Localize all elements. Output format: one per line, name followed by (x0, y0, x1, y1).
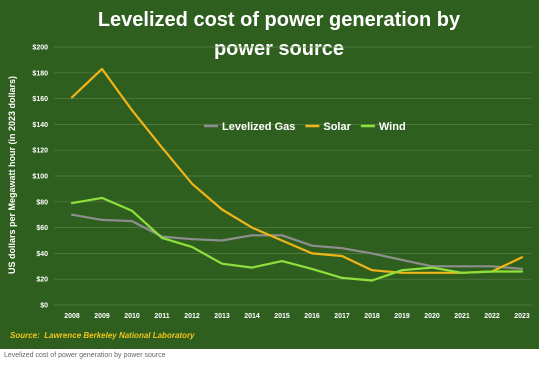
x-tick-label: 2018 (364, 313, 380, 320)
chart-title-line-2: power source (214, 38, 344, 60)
legend-item-solar: Solar (305, 121, 352, 133)
x-tick-label: 2009 (94, 313, 110, 320)
data-point-levelized-gas (131, 220, 133, 223)
series-line-levelized-gas (70, 213, 524, 270)
data-point-solar (71, 96, 73, 99)
chart-title-line-1: Levelized cost of power generation by (98, 9, 461, 31)
source-note: Source: Lawrence Berkeley National Labor… (10, 331, 195, 340)
y-axis-label: US dollars per Megawatt hour (in 2023 do… (7, 76, 17, 274)
data-point-wind (341, 277, 343, 279)
data-point-wind (161, 237, 163, 239)
legend-label: Levelized Gas (222, 121, 295, 133)
data-point-solar (101, 68, 103, 70)
data-point-solar (131, 109, 133, 112)
data-point-solar (221, 208, 223, 211)
y-tick-label: $80 (36, 199, 48, 206)
data-point-solar (401, 271, 403, 274)
data-point-levelized-gas (371, 252, 373, 255)
legend-item-wind: Wind (360, 121, 406, 133)
data-point-levelized-gas (401, 258, 403, 261)
x-tick-label: 2017 (334, 313, 350, 320)
data-point-solar (251, 226, 253, 229)
data-point-wind (431, 266, 433, 269)
chart: Levelized cost of power generation by po… (7, 9, 532, 340)
y-tick-label: $20 (36, 277, 48, 284)
data-point-levelized-gas (491, 265, 493, 268)
data-point-levelized-gas (101, 218, 103, 221)
y-tick-label: $120 (32, 148, 48, 155)
data-point-wind (371, 279, 373, 282)
data-point-solar (191, 182, 193, 185)
series-line-wind (70, 196, 524, 282)
series-lines (70, 67, 524, 282)
y-tick-label: $40 (36, 251, 48, 258)
x-tick-label: 2013 (214, 313, 230, 320)
data-point-wind (311, 267, 313, 270)
x-tick-label: 2023 (514, 313, 530, 320)
data-point-wind (521, 270, 523, 273)
data-point-levelized-gas (71, 213, 73, 216)
data-point-levelized-gas (521, 267, 523, 270)
data-point-wind (191, 246, 193, 248)
x-tick-label: 2011 (154, 313, 169, 320)
y-tick-label: $200 (32, 45, 48, 52)
legend-label: Solar (323, 121, 351, 133)
data-point-wind (281, 260, 283, 263)
x-tick-label: 2021 (454, 313, 470, 320)
data-point-levelized-gas (281, 234, 283, 237)
data-point-wind (101, 197, 103, 199)
data-point-levelized-gas (191, 238, 193, 241)
data-point-levelized-gas (341, 247, 343, 250)
x-tick-label: 2020 (424, 313, 440, 320)
gridlines (54, 46, 532, 306)
y-tick-label: $180 (32, 70, 48, 77)
legend: Levelized Gas Solar Wind (204, 121, 406, 133)
y-tick-label: $160 (32, 96, 48, 103)
data-point-levelized-gas (221, 239, 223, 242)
figure-caption: Levelized cost of power generation by po… (4, 352, 166, 359)
x-tick-label: 2008 (64, 313, 80, 320)
x-tick-label: 2014 (244, 313, 260, 320)
data-point-solar (311, 252, 313, 255)
y-tick-label: $0 (40, 303, 48, 310)
data-point-wind (131, 209, 133, 212)
x-axis-ticks: 2008 2009 2010 2011 2012 2013 2014 2015 2016 2017… (64, 313, 530, 320)
y-tick-label: $100 (32, 174, 48, 181)
x-tick-label: 2012 (184, 313, 200, 320)
data-point-wind (491, 270, 493, 273)
y-axis-ticks: $0 $20 $40 $60 $80 $100 $120 $140 $160 $180 $200 (32, 45, 48, 310)
y-tick-label: $140 (32, 122, 48, 129)
data-point-solar (281, 239, 283, 242)
data-point-levelized-gas (251, 234, 253, 237)
x-tick-label: 2022 (484, 313, 500, 320)
data-point-solar (521, 256, 523, 259)
series-line-solar (70, 67, 524, 274)
data-point-wind (71, 202, 73, 204)
data-point-levelized-gas (461, 265, 463, 268)
data-point-wind (401, 269, 403, 272)
data-point-wind (251, 266, 253, 269)
data-point-solar (341, 255, 343, 257)
data-point-solar (431, 271, 433, 274)
data-point-solar (161, 146, 163, 149)
y-tick-label: $60 (36, 225, 48, 232)
data-point-wind (221, 262, 223, 265)
x-tick-label: 2010 (124, 313, 140, 320)
chart-panel: Levelized cost of power generation by po… (0, 0, 539, 349)
data-point-wind (461, 271, 463, 274)
legend-item-levelized-gas: Levelized Gas (204, 121, 295, 133)
x-tick-label: 2015 (274, 313, 290, 320)
data-point-levelized-gas (311, 244, 313, 247)
x-tick-label: 2016 (304, 313, 320, 320)
data-point-solar (371, 269, 373, 272)
x-tick-label: 2019 (394, 313, 410, 320)
legend-label: Wind (379, 121, 406, 133)
